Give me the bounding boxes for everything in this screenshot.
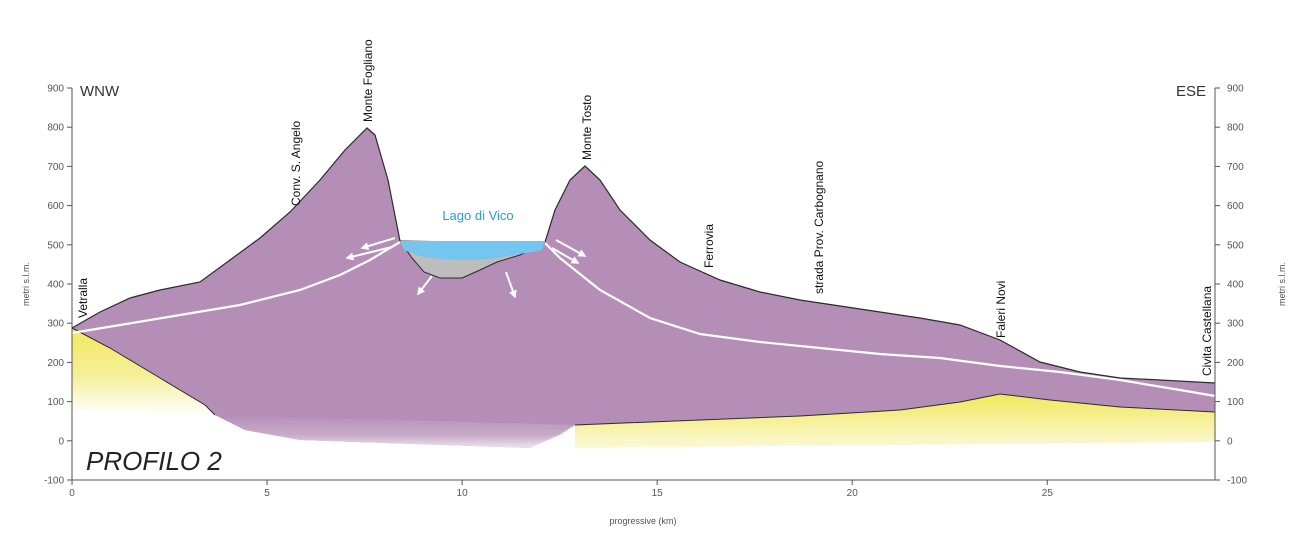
y-tick-label-right: 700 xyxy=(1227,162,1244,173)
y-tick-label-left: 500 xyxy=(47,240,64,251)
y-tick-label-left: 800 xyxy=(47,123,64,134)
place-label-monte-fogliano: Monte Fogliano xyxy=(361,39,375,122)
substrate-right xyxy=(575,394,1215,448)
y-tick-label-right: 200 xyxy=(1227,358,1244,369)
x-tick-label: 25 xyxy=(1042,488,1054,499)
place-label-civita-castellana: Civita Castellana xyxy=(1200,286,1214,376)
profile-title: PROFILO 2 xyxy=(86,446,222,476)
y-tick-label-right: 300 xyxy=(1227,319,1244,330)
y-axis-label-left: metri s.l.m. xyxy=(21,262,31,306)
y-tick-label-right: 800 xyxy=(1227,123,1244,134)
y-tick-label-right: 900 xyxy=(1227,84,1244,95)
y-tick-label-left: 400 xyxy=(47,280,64,291)
lake-water xyxy=(400,241,545,260)
y-tick-label-left: 0 xyxy=(58,436,64,447)
y-tick-label-left: 200 xyxy=(47,358,64,369)
x-tick-label: 0 xyxy=(69,488,75,499)
substrate-boundary xyxy=(71,327,1216,426)
place-label-conv-s-angelo: Conv. S. Angelo xyxy=(289,121,303,206)
x-axis-label: progressive (km) xyxy=(609,516,676,526)
lake-label: Lago di Vico xyxy=(442,208,513,223)
x-tick-label: 10 xyxy=(457,488,469,499)
place-label-strada-prov: strada Prov. Carbognano xyxy=(812,160,826,294)
x-tick-label: 5 xyxy=(264,488,270,499)
volcanic-cover xyxy=(72,128,1215,448)
topography-line xyxy=(71,127,1216,384)
y-tick-label-left: 600 xyxy=(47,201,64,212)
place-label-ferrovia: Ferrovia xyxy=(702,224,716,268)
substrate-left xyxy=(72,328,215,415)
water-table xyxy=(71,241,1216,398)
x-tick-label: 15 xyxy=(652,488,664,499)
direction-right-label: ESE xyxy=(1176,83,1206,100)
y-tick-label-left: 900 xyxy=(47,84,64,95)
y-axis-label-right: metri s.l.m. xyxy=(1277,262,1287,306)
direction-left-label: WNW xyxy=(80,83,120,100)
y-tick-label-left: -100 xyxy=(44,476,64,487)
y-tick-label-left: 700 xyxy=(47,162,64,173)
y-tick-label-right: 100 xyxy=(1227,397,1244,408)
y-tick-label-right: 400 xyxy=(1227,280,1244,291)
place-label-faleri-novi: Faleri Novi xyxy=(994,281,1008,338)
x-tick-label: 20 xyxy=(847,488,859,499)
y-tick-label-right: -100 xyxy=(1227,476,1247,487)
place-label-monte-tosto: Monte Tosto xyxy=(580,95,594,160)
y-tick-label-right: 500 xyxy=(1227,240,1244,251)
y-tick-label-left: 100 xyxy=(47,397,64,408)
y-tick-label-right: 0 xyxy=(1227,436,1233,447)
y-tick-label-left: 300 xyxy=(47,319,64,330)
y-tick-label-right: 600 xyxy=(1227,201,1244,212)
place-label-vetralla: Vetralla xyxy=(76,278,90,318)
